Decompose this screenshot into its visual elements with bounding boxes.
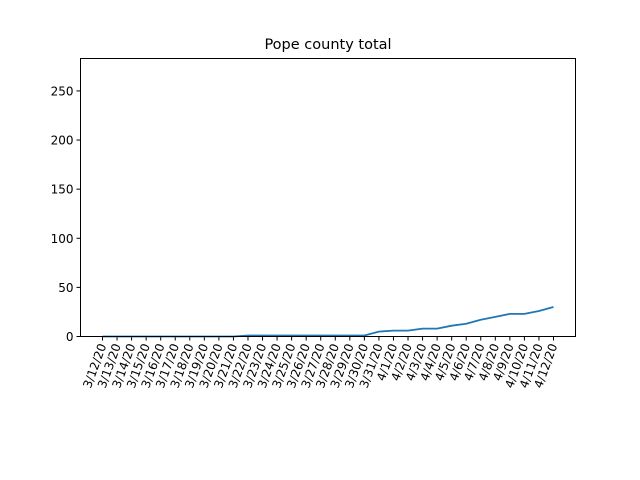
y-tick-label: 0 (66, 330, 74, 344)
y-tick-label: 100 (51, 232, 74, 246)
y-axis: 0 50 100 150 200 250 (51, 84, 81, 344)
chart-title: Pope county total (264, 37, 391, 53)
plot-frame (80, 58, 576, 337)
series-line (102, 306, 554, 338)
y-tick-label: 250 (51, 84, 74, 98)
x-axis: 3/12/203/13/203/14/203/15/203/16/203/17/… (80, 336, 560, 390)
y-tick-label: 50 (58, 281, 73, 295)
y-tick-label: 150 (51, 183, 74, 197)
y-tick-label: 200 (51, 134, 74, 148)
